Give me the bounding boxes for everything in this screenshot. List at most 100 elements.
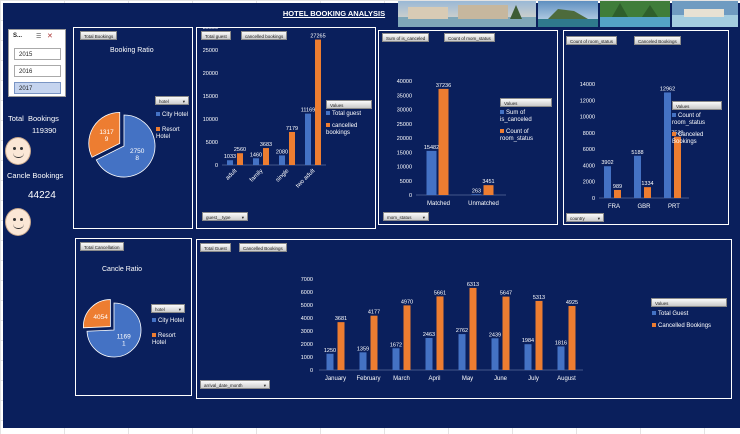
total-cancellation-button[interactable]: Total Cancellation [80, 242, 124, 251]
x-tick-label: August [557, 376, 576, 382]
cancelled-bookings-button[interactable]: Cancelled Bookings [239, 243, 287, 252]
y-tick-label: 5000 [206, 140, 218, 146]
data-label: 7533 [671, 131, 683, 137]
x-tick-label: May [462, 376, 473, 382]
hotel-filter-dropdown[interactable]: hotel [151, 304, 185, 313]
y-tick-label: 20000 [203, 71, 218, 77]
slicer-item-2015[interactable]: 2015 [14, 48, 61, 60]
data-label: 2463 [423, 332, 435, 338]
data-label: 1334 [641, 181, 653, 187]
bar-sum-of-is-canceled [426, 150, 437, 195]
legend-item-sum-is-canceled: Sum of is_canceled [500, 110, 532, 123]
country-legend: Count of room_status Canceled Bookings [672, 113, 726, 146]
y-tick-label: 6000 [301, 290, 313, 296]
data-label: 989 [613, 184, 622, 190]
mom-status-dropdown[interactable]: mom_status [383, 212, 429, 221]
legend-item-total-guest: Total Guest [652, 311, 732, 318]
x-tick-label: two adult [295, 168, 316, 189]
bar-cancelled-bookings [370, 315, 378, 370]
pie-slice-city-hotel [95, 114, 156, 178]
bar-total-guest [253, 158, 259, 165]
bar-cancelled-bookings [568, 305, 576, 370]
bar-total-guest [305, 113, 311, 165]
smiley-face-icon [5, 137, 31, 165]
data-label: 2560 [234, 147, 246, 153]
sum-is-canceled-button[interactable]: Sum of is_canceled [382, 33, 430, 42]
bar-count-of-room-status [483, 185, 494, 195]
x-tick-label: April [428, 376, 440, 382]
country-dropdown[interactable]: country [566, 213, 604, 222]
count-mom-status-button[interactable]: Count of mom_status [444, 33, 495, 42]
total-bookings-button[interactable]: Total Bookings [80, 31, 118, 40]
canceled-bookings-button[interactable]: Canceled Bookings [634, 36, 681, 45]
x-tick-label: GBR [637, 204, 651, 210]
country-bar-chart: 0 2000 4000 6000 8000 10000 12000 14000 3902 989 F… [580, 82, 689, 210]
data-label: 11169 [301, 108, 315, 114]
bar-total-guest [359, 352, 367, 370]
total-guest-button[interactable]: Total guest [201, 31, 231, 40]
bar-total-guest [227, 160, 233, 165]
y-tick-label: 0 [409, 193, 412, 199]
arrival-month-dropdown[interactable]: arrival_date_month [200, 380, 270, 389]
booking-ratio-title: Booking Ratio [110, 47, 154, 54]
legend-item-city-hotel: City Hotel [152, 318, 188, 325]
legend-item-cancelled-bookings: cancelled bookings [326, 123, 358, 136]
y-tick-label: 6000 [583, 147, 595, 153]
bar-cancelled-bookings [403, 305, 411, 370]
data-label: 4177 [368, 310, 380, 316]
x-tick-label: single [275, 168, 291, 184]
monthly-legend: Total Guest Cancelled Bookings [652, 311, 732, 330]
pie-value-label: 1317 9 [99, 129, 114, 143]
y-tick-label: 4000 [301, 316, 313, 322]
legend-item-count-room-status: Count of room_status [672, 113, 706, 126]
bar-cancelled-bookings [502, 296, 510, 370]
data-label: 12962 [660, 86, 675, 92]
clear-filter-icon[interactable]: ✕ [47, 33, 53, 40]
guest-legend-header: Values [326, 100, 372, 109]
y-tick-label: 40000 [397, 79, 412, 85]
bar-total-guest [491, 338, 499, 370]
multi-select-icon[interactable]: ☰ [36, 34, 42, 40]
y-tick-label: 2000 [301, 342, 313, 348]
x-tick-label: family [249, 168, 264, 183]
data-label: 3451 [482, 179, 494, 185]
y-tick-label: 14000 [580, 82, 595, 88]
legend-item-count-room-status: Count of room_status [500, 129, 534, 142]
y-tick-label: 10000 [397, 165, 412, 171]
data-label: 2080 [276, 149, 288, 155]
bar-count-of-room-status [604, 166, 611, 198]
data-label: 1984 [522, 338, 534, 344]
count-room-status-button[interactable]: Count of room_status [566, 36, 618, 45]
total-bookings-label: Total Bookings [8, 114, 59, 123]
bar-cancelled-bookings [337, 322, 345, 370]
slicer-item-2016[interactable]: 2016 [14, 65, 61, 77]
bar-total-guest [425, 337, 433, 370]
data-label: 6313 [467, 282, 479, 288]
slicer-item-2017[interactable]: 2017 [14, 82, 61, 94]
cancelled-bookings-button[interactable]: cancelled bookings [241, 31, 288, 40]
y-tick-label: 5000 [400, 179, 412, 185]
hotel-filter-dropdown[interactable]: hotel [155, 96, 189, 105]
total-guest-button[interactable]: Total Guest [200, 243, 231, 252]
legend-item-city-hotel: City Hotel [156, 112, 192, 119]
cancel-ratio-title: Cancle Ratio [102, 266, 143, 273]
y-tick-label: 25000 [203, 48, 218, 54]
guest-type-dropdown[interactable]: guest__type [202, 212, 248, 221]
x-tick-label: Unmatched [468, 201, 499, 207]
cancel-bookings-label: Cancle Bookings [7, 171, 64, 180]
bar-total-guest [326, 353, 334, 370]
room-status-bar-chart: 0 5000 10000 15000 20000 25000 30000 35000 40000… [397, 79, 506, 207]
smiley-face-icon [5, 208, 31, 236]
data-label: 5188 [631, 150, 643, 156]
y-tick-label: 30000 [397, 108, 412, 114]
bar-sum-of-is-canceled [471, 194, 482, 195]
legend-item-canceled-bookings: Canceled Bookings [672, 132, 704, 145]
data-label: 1672 [390, 342, 402, 348]
pie-value-label: 2750 8 [130, 148, 145, 162]
data-label: 1250 [324, 348, 336, 354]
x-tick-label: February [356, 376, 380, 382]
x-tick-label: PRT [668, 204, 680, 210]
y-tick-label: 5000 [301, 303, 313, 309]
legend-item-resort-hotel: Resort Hotel [156, 127, 180, 140]
booking-ratio-pie-chart: 2750 8 1317 9 [88, 111, 156, 178]
